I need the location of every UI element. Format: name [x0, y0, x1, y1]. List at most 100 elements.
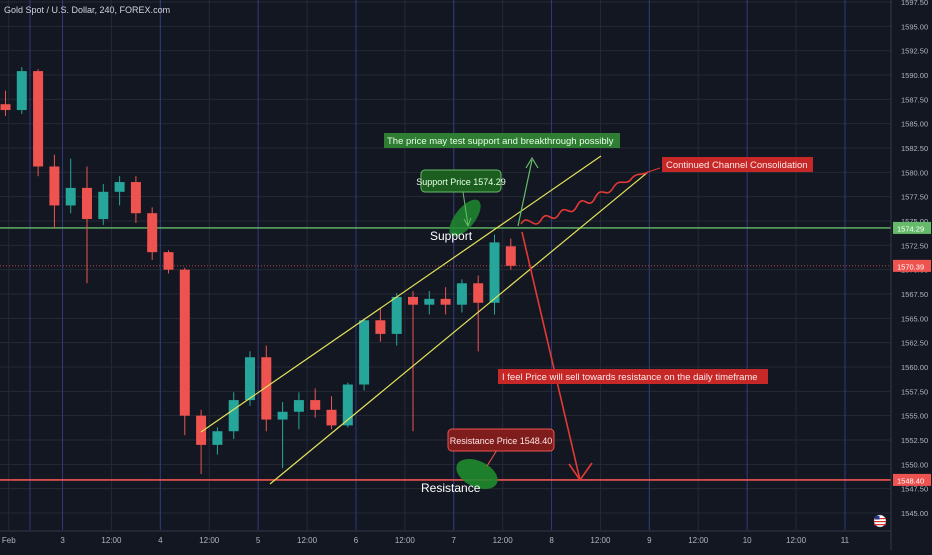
resistance-callout[interactable]: Resistance Price 1548.40	[447, 428, 555, 452]
candle-up	[277, 411, 288, 420]
candle-up	[245, 357, 255, 401]
candle-down	[196, 415, 207, 445]
candle-down	[261, 357, 272, 420]
candle-down	[473, 283, 484, 303]
price-tick-label: 1587.50	[901, 95, 928, 104]
price-tick-label: 1597.50	[901, 0, 928, 7]
price-tick-label: 1545.00	[901, 509, 928, 518]
time-tick-label: 4	[158, 536, 163, 545]
price-tick-label: 1555.00	[901, 412, 928, 421]
projected-wave	[520, 171, 649, 225]
time-axis[interactable]: Feb 3 12:00 4 12:00 5 12:00 6 12:00 7 12:00 8 12:00 9…	[0, 530, 891, 545]
time-tick-label: Feb	[2, 536, 16, 545]
price-tick-label: 1557.50	[901, 387, 928, 396]
resistance-callout-box	[447, 428, 555, 452]
us-flag-icon[interactable]	[873, 514, 887, 528]
support-pointer	[462, 191, 469, 226]
breakout-arrow	[517, 159, 533, 227]
price-tick-label: 1580.00	[901, 168, 928, 177]
candle-up	[65, 187, 76, 206]
resistance-pointer	[486, 449, 498, 467]
candle-up	[424, 298, 435, 305]
consolidation-note-text: Continued Channel Consolidation	[666, 160, 808, 171]
breakout-note[interactable]: The price may test support and breakthro…	[384, 133, 620, 148]
last-price-tag: 1570.39	[897, 262, 924, 271]
candle-down	[0, 104, 11, 111]
price-tick-label: 1592.50	[901, 47, 928, 56]
support-price-tag: 1574.29	[897, 224, 924, 233]
candle-up	[359, 320, 370, 385]
price-axis[interactable]: 1597.50 1595.00 1592.50 1590.00 1587.50 1585.…	[890, 0, 928, 550]
sell-arrow-head	[568, 462, 593, 482]
time-tick-label: 11	[841, 536, 850, 545]
candle-up	[489, 242, 500, 303]
candle-up	[16, 71, 27, 111]
support-label: Support	[430, 229, 473, 243]
channel-lower-line[interactable]	[269, 171, 649, 485]
resistance-callout-text: Resistance Price 1548.40	[450, 436, 553, 446]
session-separators	[29, 0, 846, 530]
resistance-price-tag-box	[893, 473, 931, 486]
sell-note-box	[498, 369, 768, 384]
candle-up	[228, 400, 239, 432]
candle-down	[179, 269, 190, 416]
price-tick-label: 1562.50	[901, 339, 928, 348]
candle-up	[212, 431, 223, 445]
price-tick-label: 1552.50	[901, 436, 928, 445]
consolidation-note-box	[662, 157, 813, 172]
support-marker	[449, 199, 481, 237]
resistance-marker	[456, 458, 498, 490]
time-tick-label: 8	[549, 536, 554, 545]
time-tick-label: 12:00	[786, 536, 807, 545]
price-tick-label: 1585.00	[901, 120, 928, 129]
candle-up	[293, 400, 304, 412]
price-tick-label: 1572.50	[901, 241, 928, 250]
candle-down	[505, 246, 516, 266]
time-tick-label: 12:00	[493, 536, 514, 545]
time-tick-label: 6	[354, 536, 359, 545]
breakout-note-text: The price may test support and breakthro…	[387, 136, 614, 147]
support-price-tag-box	[893, 221, 931, 234]
sell-arrow	[521, 231, 581, 481]
time-tick-label: 9	[647, 536, 652, 545]
drawings	[200, 155, 661, 490]
time-tick-label: 12:00	[688, 536, 709, 545]
candle-down	[375, 320, 386, 334]
resistance-label: Resistance	[421, 481, 481, 495]
candle-down	[33, 71, 44, 167]
resistance-price-tag: 1548.40	[897, 476, 924, 485]
candle-up	[456, 283, 467, 305]
price-tick-label: 1567.50	[901, 290, 928, 299]
price-tick-label: 1560.00	[901, 363, 928, 372]
consolidation-note[interactable]: Continued Channel Consolidation	[662, 157, 813, 172]
time-tick-label: 5	[256, 536, 261, 545]
price-tick-label: 1547.50	[901, 485, 928, 494]
candle-down	[163, 252, 174, 270]
candle-down	[82, 187, 92, 220]
price-tick-label: 1582.50	[901, 144, 928, 153]
support-pointer-head	[463, 217, 472, 228]
time-tick-label: 10	[743, 536, 752, 545]
candle-down	[49, 166, 60, 206]
candle-down	[408, 296, 418, 305]
support-callout[interactable]: Support Price 1574.29	[416, 169, 506, 193]
price-tick-label: 1550.00	[901, 460, 928, 469]
sell-note-text: I feel Price will sell towards resistanc…	[502, 372, 758, 383]
time-tick-label: 12:00	[297, 536, 318, 545]
time-tick-label: 3	[60, 536, 65, 545]
sell-note[interactable]: I feel Price will sell towards resistanc…	[498, 369, 768, 384]
channel-upper-line[interactable]	[200, 155, 602, 433]
price-tick-label: 1595.00	[901, 22, 928, 31]
price-tick-label: 1590.00	[901, 71, 928, 80]
time-tick-label: 7	[452, 536, 457, 545]
breakout-note-box	[384, 133, 620, 148]
candle-up	[98, 191, 109, 220]
candle-up	[342, 384, 353, 426]
chart-title: Gold Spot / U.S. Dollar, 240, FOREX.com	[4, 5, 170, 15]
candle-down	[326, 409, 337, 426]
price-tags: 1574.29 1570.39 1548.40	[893, 221, 931, 486]
breakout-arrow-head	[525, 156, 539, 169]
